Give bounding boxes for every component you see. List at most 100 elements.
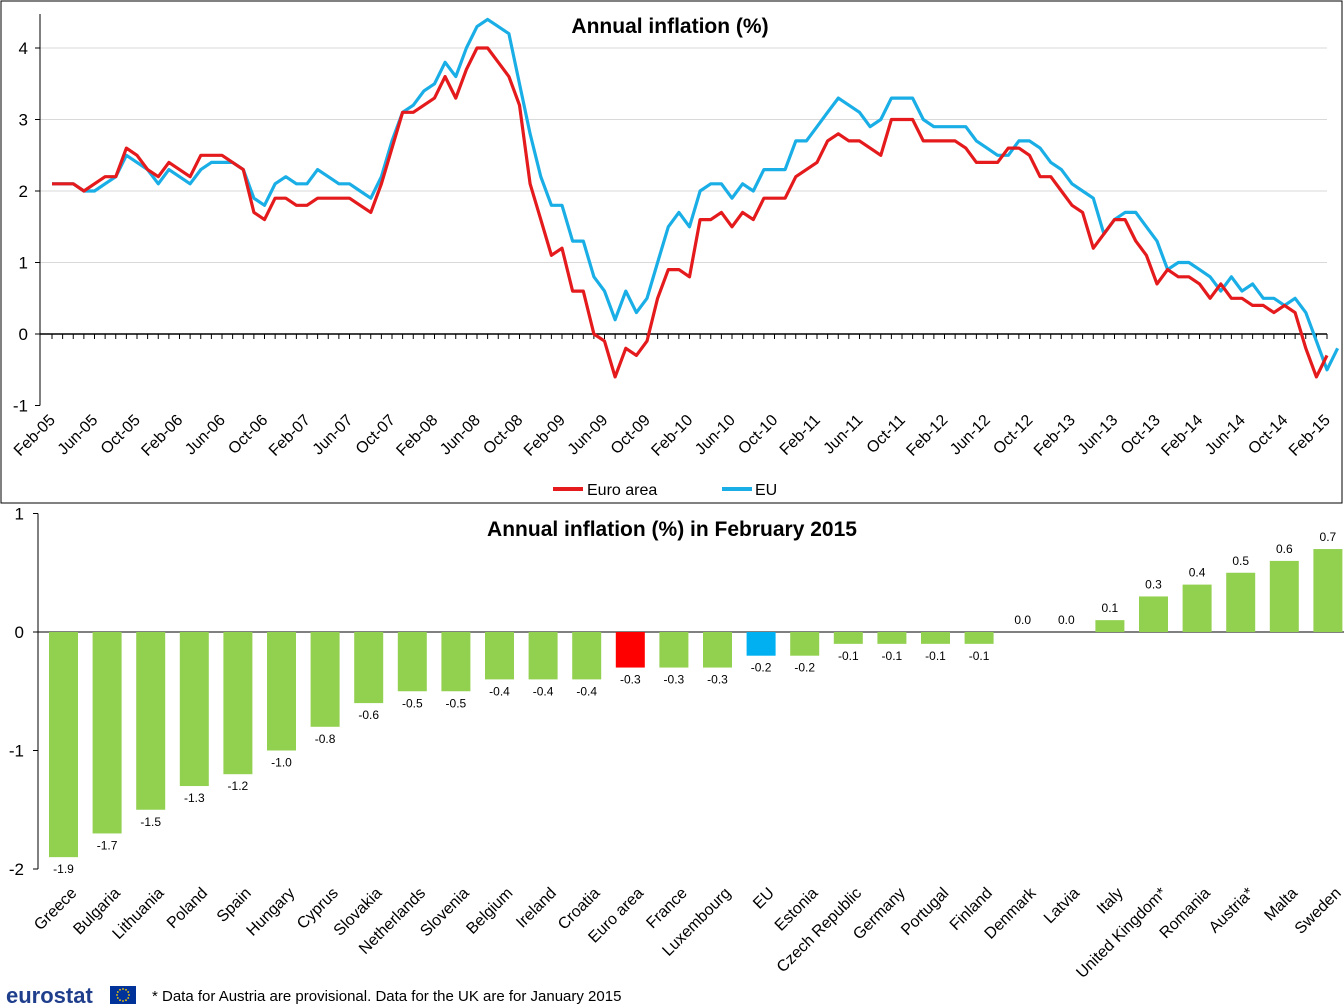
bar-value-label: -0.6 — [358, 708, 379, 722]
bar-value-label: -0.1 — [838, 649, 859, 663]
bar-lithuania — [136, 632, 166, 810]
bar-y-tick-label: 1 — [15, 505, 24, 524]
bar-belgium — [485, 632, 514, 680]
line-y-tick-label: 2 — [19, 182, 28, 201]
bar-portugal — [921, 632, 950, 644]
bar-poland — [179, 632, 209, 787]
bar-value-label: -0.4 — [489, 684, 510, 698]
bar-value-label: -0.3 — [620, 673, 641, 687]
eu-flag-star — [122, 1000, 124, 1002]
bar-estonia — [790, 632, 820, 656]
line-chart-title: Annual inflation (%) — [571, 15, 768, 38]
bar-category-label: Spain — [214, 885, 255, 926]
eu-flag-star — [127, 997, 130, 999]
bar-value-label: -0.5 — [402, 696, 423, 710]
bar-category-label: Italy — [1094, 885, 1127, 918]
eu-flag-icon — [110, 986, 136, 1004]
bar-value-label: 0.0 — [1058, 613, 1075, 627]
line-y-tick-label: 4 — [19, 39, 28, 58]
legend-label-eu: EU — [755, 482, 777, 499]
bar-united-kingdom — [1139, 596, 1168, 632]
bar-value-label: 0.6 — [1276, 542, 1293, 556]
bar-value-label: -0.4 — [576, 684, 597, 698]
bar-value-label: -1.5 — [140, 815, 161, 829]
line-y-tick-label: -1 — [13, 397, 28, 416]
eu-flag-star — [119, 988, 121, 991]
bar-france — [659, 632, 689, 668]
bar-italy — [1095, 620, 1125, 632]
bar-category-label: Malta — [1261, 885, 1301, 925]
bar-value-label: -0.1 — [925, 649, 946, 663]
series-line-eu — [52, 17, 1340, 372]
bar-chart-bars: -1.9 -1.7 -1.5 -1.3 -1.2 -1.0 -0.8 -0.6 -0.5 -0.5… — [49, 530, 1343, 876]
line-y-tick-label: 0 — [19, 325, 28, 344]
line-chart-frame — [0, 0, 1343, 504]
bar-category-label: Poland — [164, 885, 211, 932]
eu-flag-star — [125, 999, 127, 1002]
bar-category-label: Belgium — [463, 885, 516, 938]
bar-bulgaria — [92, 632, 122, 834]
eu-flag-field — [110, 986, 136, 1004]
line-y-tick-label: 3 — [19, 111, 28, 130]
bar-value-label: -0.4 — [533, 684, 554, 698]
footnote: * Data for Austria are provisional. Data… — [152, 988, 621, 1005]
bar-y-tick-label: 0 — [15, 623, 24, 642]
bar-euro-area — [615, 632, 645, 668]
bar-value-label: -1.0 — [271, 756, 292, 770]
eu-flag-star — [116, 991, 119, 993]
bar-sweden — [1313, 549, 1343, 632]
bar-romania — [1182, 584, 1212, 632]
bar-category-label: Ireland — [513, 885, 560, 932]
line-chart-series — [52, 17, 1340, 379]
bar-value-label: -1.7 — [97, 838, 118, 852]
bar-eu — [746, 632, 776, 656]
bar-value-label: 0.0 — [1014, 613, 1031, 627]
bar-hungary — [267, 632, 296, 751]
line-chart-gridlines — [40, 47, 1327, 263]
bar-value-label: -0.2 — [751, 661, 772, 675]
bar-value-label: -1.3 — [184, 791, 205, 805]
bar-category-label: Hungary — [244, 885, 299, 940]
eu-flag-star — [122, 988, 124, 990]
bar-germany — [877, 632, 907, 644]
eu-flag-star — [127, 991, 130, 993]
eu-flag-star — [128, 994, 130, 996]
line-y-tick-label: 1 — [19, 254, 28, 273]
eu-flag-star — [116, 994, 118, 996]
eu-flag-star — [119, 999, 121, 1002]
bar-finland — [964, 632, 994, 644]
bar-category-label: EU — [750, 885, 778, 913]
legend-label-euro-area: Euro area — [587, 482, 657, 499]
eurostat-logo-text: eurostat — [6, 983, 93, 1008]
bar-y-tick-label: -2 — [9, 860, 24, 879]
bar-value-label: 0.7 — [1320, 530, 1337, 544]
eu-flag-star — [116, 997, 119, 999]
bar-cyprus — [310, 632, 340, 727]
series-line-euro-area — [52, 46, 1329, 379]
bar-slovenia — [441, 632, 471, 692]
bar-chart-y-axis: -2 -1 0 1 — [9, 505, 1344, 879]
bar-category-label: Slovenia — [417, 885, 472, 940]
bar-category-label: Austria* — [1206, 885, 1258, 937]
bar-value-label: -0.1 — [969, 649, 990, 663]
bar-slovakia — [354, 632, 384, 704]
bar-value-label: -0.3 — [664, 673, 685, 687]
bar-austria — [1226, 572, 1256, 632]
bar-netherlands — [397, 632, 427, 692]
bar-value-label: -1.9 — [53, 862, 74, 876]
bar-value-label: -0.3 — [707, 673, 728, 687]
bar-value-label: 0.4 — [1189, 566, 1206, 580]
bar-luxembourg — [703, 632, 732, 668]
eu-flag-star — [125, 988, 127, 991]
line-chart-legend: Euro area EU — [553, 482, 777, 499]
bar-category-label: Portugal — [898, 885, 952, 939]
bar-value-label: 0.5 — [1232, 554, 1249, 568]
bar-chart-title: Annual inflation (%) in February 2015 — [487, 518, 857, 541]
bar-value-label: -0.1 — [882, 649, 903, 663]
bar-value-label: 0.3 — [1145, 577, 1162, 591]
bar-value-label: -0.5 — [446, 696, 467, 710]
bar-czech-republic — [833, 632, 863, 644]
bar-croatia — [572, 632, 602, 680]
